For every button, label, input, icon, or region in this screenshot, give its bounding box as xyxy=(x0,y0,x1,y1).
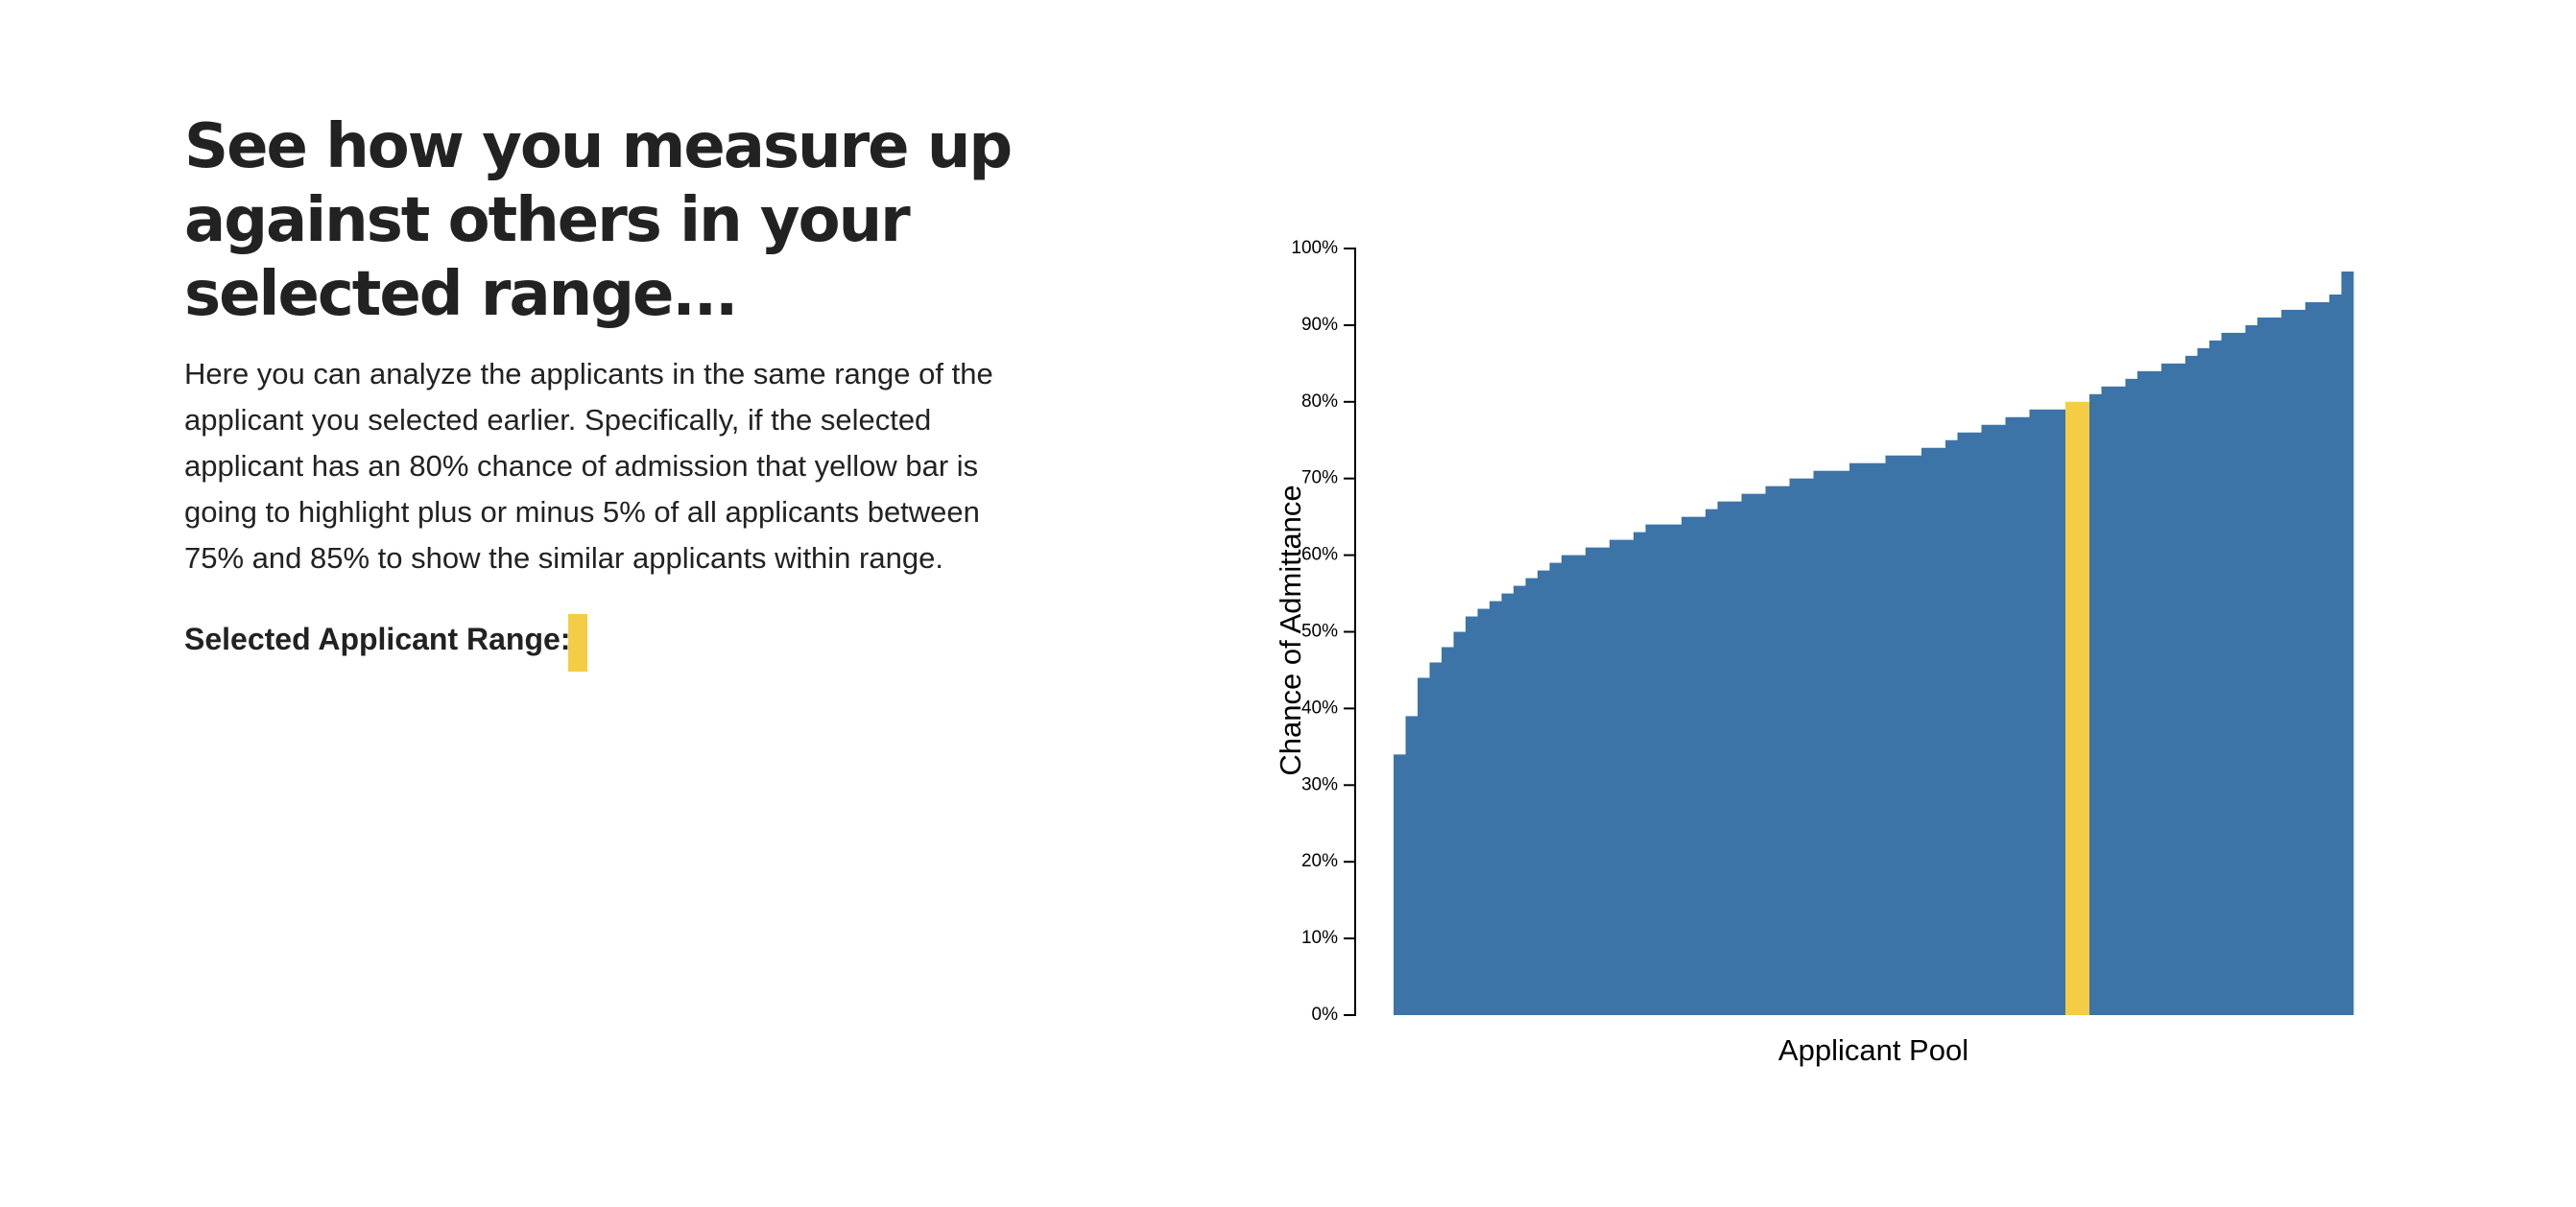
bar xyxy=(1453,631,1467,1015)
y-tick-label: 100% xyxy=(1291,238,1338,258)
range-label: Selected Applicant Range: xyxy=(184,622,571,656)
bar xyxy=(1562,555,1574,1015)
bar xyxy=(2257,317,2270,1015)
y-tick-label: 30% xyxy=(1301,774,1338,794)
bar xyxy=(2077,401,2090,1015)
bar xyxy=(1741,493,1754,1015)
bar xyxy=(1442,647,1454,1015)
bar xyxy=(1945,439,1958,1015)
bar xyxy=(1573,555,1586,1015)
bar xyxy=(1825,470,1838,1016)
bar xyxy=(2065,401,2078,1015)
y-tick-label: 80% xyxy=(1301,391,1338,412)
bar xyxy=(1873,462,1886,1016)
bar xyxy=(1682,516,1694,1015)
bar xyxy=(1717,501,1730,1015)
y-tick-label: 0% xyxy=(1312,1005,1339,1025)
bar xyxy=(1729,501,1742,1015)
bar xyxy=(2209,340,2222,1015)
bar xyxy=(2185,355,2198,1015)
bar xyxy=(1429,662,1443,1015)
bar xyxy=(2161,363,2174,1016)
bar xyxy=(1993,424,2006,1015)
bar xyxy=(2017,416,2030,1015)
bar xyxy=(1837,470,1850,1016)
bar xyxy=(2041,409,2054,1015)
bar xyxy=(2137,370,2150,1016)
title: See how you measure up against others in… xyxy=(184,111,1013,330)
bar xyxy=(2053,409,2066,1015)
bar xyxy=(2221,332,2234,1015)
bar xyxy=(1753,493,1766,1015)
bar xyxy=(1586,547,1598,1015)
bar xyxy=(2233,332,2246,1015)
y-tick-label: 20% xyxy=(1301,851,1338,871)
bar xyxy=(1693,516,1706,1015)
y-tick-label: 60% xyxy=(1301,545,1338,565)
bar xyxy=(1538,570,1550,1015)
bar xyxy=(2269,317,2282,1015)
bar xyxy=(1897,455,1910,1016)
bar xyxy=(2089,393,2102,1015)
bar xyxy=(2329,294,2342,1015)
bar xyxy=(1658,524,1670,1015)
bar xyxy=(2101,386,2114,1015)
bar xyxy=(2173,363,2186,1016)
bar xyxy=(1849,462,1862,1016)
bar xyxy=(1525,578,1538,1015)
bar xyxy=(2317,301,2330,1015)
bar xyxy=(2293,309,2306,1015)
y-tick-label: 70% xyxy=(1301,468,1338,488)
bar xyxy=(1405,716,1419,1015)
bar xyxy=(1933,447,1946,1015)
bar xyxy=(2305,301,2318,1015)
bar xyxy=(1477,608,1491,1015)
bar xyxy=(1789,478,1802,1015)
bar xyxy=(1981,424,1994,1015)
bar xyxy=(1669,524,1682,1015)
bar xyxy=(1885,455,1898,1016)
x-axis-label: Applicant Pool xyxy=(1778,1033,1968,1067)
bar xyxy=(1705,509,1718,1015)
bar xyxy=(2125,378,2138,1016)
bar xyxy=(1621,539,1634,1015)
y-axis-label: Chance of Admittance xyxy=(1274,485,1307,775)
bar xyxy=(1634,532,1646,1015)
bar xyxy=(1394,754,1406,1015)
bar xyxy=(2245,324,2258,1015)
bar xyxy=(1921,447,1934,1015)
bar xyxy=(2113,386,2126,1015)
bar xyxy=(1957,432,1970,1015)
y-tick-label: 50% xyxy=(1301,622,1338,642)
bar xyxy=(1418,677,1430,1015)
bar xyxy=(1645,524,1658,1015)
range-swatch xyxy=(568,614,587,672)
bar xyxy=(1610,539,1622,1015)
bar xyxy=(1597,547,1610,1015)
bar xyxy=(1549,562,1562,1015)
bar xyxy=(1813,470,1826,1016)
bar xyxy=(1466,616,1478,1015)
bar xyxy=(2341,271,2354,1016)
bar xyxy=(1490,601,1502,1015)
bar xyxy=(1501,593,1515,1015)
bar xyxy=(1514,585,1526,1015)
bar xyxy=(1861,462,1874,1016)
y-tick-label: 90% xyxy=(1301,315,1338,335)
bar xyxy=(2029,409,2042,1015)
bar xyxy=(2197,347,2210,1015)
y-tick-label: 10% xyxy=(1301,928,1338,948)
bar xyxy=(1765,485,1778,1015)
bar xyxy=(2149,370,2162,1016)
bar xyxy=(1801,478,1814,1015)
bar xyxy=(1909,455,1922,1016)
description: Here you can analyze the applicants in t… xyxy=(184,357,993,575)
bar xyxy=(2281,309,2294,1015)
y-tick-label: 40% xyxy=(1301,698,1338,718)
bar xyxy=(1777,485,1790,1015)
bar xyxy=(2005,416,2018,1015)
bar xyxy=(1969,432,1982,1015)
